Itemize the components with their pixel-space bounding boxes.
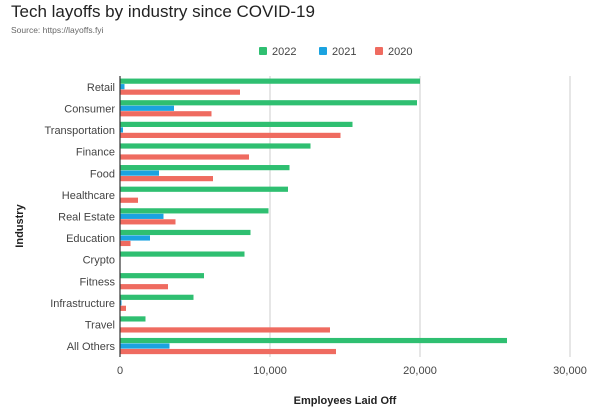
- legend-swatch: [259, 47, 267, 55]
- bar-2020: [120, 154, 249, 160]
- category-label: Healthcare: [62, 190, 115, 202]
- legend: 2022 2021 2020: [259, 46, 412, 58]
- bar-2022: [120, 208, 269, 214]
- bar-2022: [120, 78, 420, 84]
- bar-2022: [120, 229, 251, 236]
- bar-2020: [120, 197, 138, 203]
- legend-swatch: [375, 47, 383, 55]
- bar-2022: [120, 251, 245, 257]
- bar-2022: [120, 273, 204, 279]
- category-label: Travel: [85, 320, 115, 332]
- category-label: Retail: [87, 82, 115, 94]
- bar-2022: [120, 121, 353, 127]
- bar-2022: [120, 186, 288, 192]
- legend-swatch: [319, 47, 327, 55]
- chart-title: Tech layoffs by industry since COVID-19: [11, 2, 315, 21]
- bar-2021: [120, 170, 159, 176]
- bar-2021: [120, 127, 123, 133]
- bar-2020: [120, 284, 168, 290]
- category-label: Fitness: [80, 276, 116, 288]
- category-label: Finance: [76, 147, 115, 159]
- category-label: Consumer: [64, 103, 115, 115]
- bar-2022: [120, 100, 417, 106]
- legend-label: 2022: [272, 46, 296, 58]
- y-axis-title: Industry: [14, 203, 26, 247]
- bar-2020: [120, 327, 330, 333]
- bar-2022: [120, 316, 146, 322]
- bar-2021: [120, 213, 164, 219]
- bar-2022: [120, 143, 311, 149]
- bar-2022: [120, 294, 194, 300]
- x-tick-label: 20,000: [403, 365, 437, 377]
- category-label: Transportation: [44, 125, 115, 137]
- bar-2021: [120, 235, 150, 241]
- category-label: All Others: [67, 341, 116, 353]
- chart-subtitle: Source: https://layoffs.fyi: [11, 25, 104, 35]
- bar-2022: [120, 165, 290, 171]
- bar-2020: [120, 111, 212, 117]
- category-label: Food: [90, 168, 115, 180]
- x-tick-label: 30,000: [553, 365, 587, 377]
- bar-2021: [120, 105, 174, 111]
- bar-2021: [120, 343, 170, 349]
- bar-2020: [120, 348, 336, 355]
- category-label: Real Estate: [58, 212, 115, 224]
- category-label: Infrastructure: [50, 298, 115, 310]
- bar-2020: [120, 305, 126, 311]
- bar-2020: [120, 240, 131, 247]
- x-tick-label: 0: [117, 365, 123, 377]
- category-label: Education: [66, 233, 115, 245]
- bar-2020: [120, 176, 213, 182]
- x-tick-label: 10,000: [253, 365, 287, 377]
- bar-2020: [120, 89, 240, 95]
- legend-label: 2020: [388, 46, 412, 58]
- axes: 0 10,000 20,000 30,000 Retail Consumer Transpo…: [44, 76, 587, 377]
- bar-2020: [120, 132, 341, 138]
- gridlines: [269, 76, 571, 357]
- bars: [120, 78, 507, 355]
- bar-2021: [120, 84, 125, 90]
- category-label: Crypto: [83, 255, 115, 267]
- bar-2021: [120, 300, 122, 306]
- x-axis-title: Employees Laid Off: [294, 395, 397, 407]
- bar-2022: [120, 337, 507, 344]
- bar-2020: [120, 219, 176, 225]
- legend-label: 2021: [332, 46, 356, 58]
